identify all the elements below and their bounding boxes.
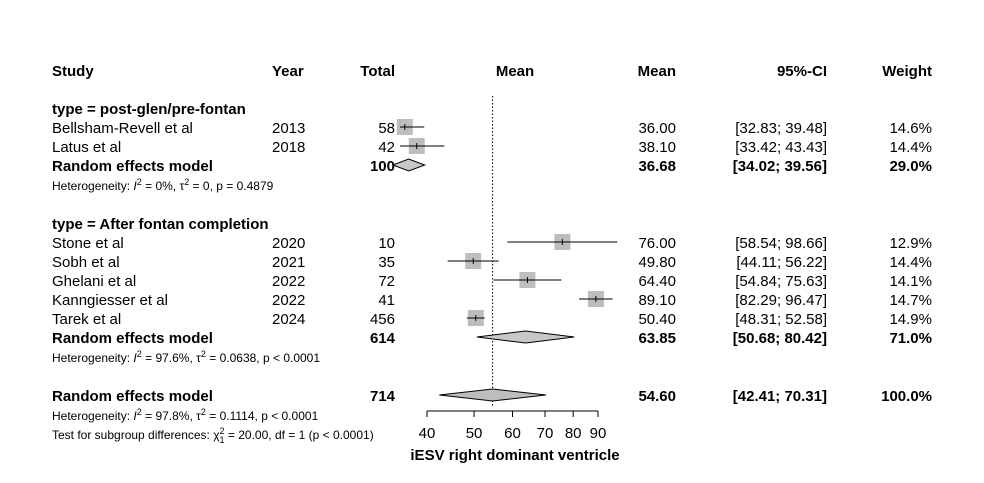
study-total: 35 — [378, 254, 395, 271]
study-weight: 14.4% — [889, 139, 932, 156]
study-weight: 12.9% — [889, 235, 932, 252]
overall-mean: 54.60 — [638, 388, 676, 405]
study-mean: 64.40 — [638, 273, 676, 290]
study-name: Latus et al — [52, 139, 121, 156]
summary-label: Random effects model — [52, 330, 213, 347]
x-axis-tick-label: 90 — [590, 425, 607, 442]
header-weight: Weight — [882, 63, 932, 80]
overall-ci: [42.41; 70.31] — [733, 388, 827, 405]
study-name: Bellsham-Revell et al — [52, 120, 193, 137]
x-axis-tick-label: 40 — [419, 425, 436, 442]
summary-ci: [34.02; 39.56] — [733, 158, 827, 175]
overall-weight: 100.0% — [881, 388, 932, 405]
study-year: 2021 — [272, 254, 305, 271]
study-year: 2022 — [272, 273, 305, 290]
heterogeneity-text: Heterogeneity: I2 = 97.6%, τ2 = 0.0638, … — [52, 349, 320, 365]
study-ci: [32.83; 39.48] — [735, 120, 827, 137]
subgroup-test-text: Test for subgroup differences: χ2 1 = 20.… — [52, 426, 374, 445]
summary-weight: 71.0% — [889, 330, 932, 347]
study-total: 72 — [378, 273, 395, 290]
study-mean: 76.00 — [638, 235, 676, 252]
summary-label: Random effects model — [52, 158, 213, 175]
summary-mean: 36.68 — [638, 158, 676, 175]
study-total: 10 — [378, 235, 395, 252]
plot-marks: 40 50 60 70 80 90 — [391, 96, 618, 442]
study-name: Tarek et al — [52, 311, 121, 328]
study-ci: [33.42; 43.43] — [735, 139, 827, 156]
x-axis-tick-label: 60 — [504, 425, 521, 442]
header-total: Total — [360, 63, 395, 80]
study-name: Sobh et al — [52, 254, 120, 271]
x-axis-tick-label: 50 — [466, 425, 483, 442]
study-total: 456 — [370, 311, 395, 328]
header-mean: Mean — [638, 63, 676, 80]
overall-total: 714 — [370, 388, 396, 405]
study-weight: 14.4% — [889, 254, 932, 271]
x-axis-tick-label: 80 — [565, 425, 582, 442]
study-total: 41 — [378, 292, 395, 309]
heterogeneity-text: Heterogeneity: I2 = 97.8%, τ2 = 0.1114, … — [52, 407, 319, 423]
study-total: 58 — [378, 120, 395, 137]
study-ci: [58.54; 98.66] — [735, 235, 827, 252]
x-axis-label: iESV right dominant ventricle — [410, 447, 619, 464]
summary-weight: 29.0% — [889, 158, 932, 175]
header-year: Year — [272, 63, 304, 80]
heterogeneity-text: Heterogeneity: I2 = 0%, τ2 = 0, p = 0.48… — [52, 177, 274, 193]
study-ci: [48.31; 52.58] — [735, 311, 827, 328]
summary-diamond — [391, 158, 427, 172]
x-axis-tick-label: 70 — [537, 425, 554, 442]
header-ci: 95%-CI — [777, 63, 827, 80]
subgroup-label: type = post-glen/pre-fontan — [52, 101, 246, 118]
study-weight: 14.7% — [889, 292, 932, 309]
study-mean: 36.00 — [638, 120, 676, 137]
study-year: 2013 — [272, 120, 305, 137]
summary-diamond — [439, 388, 546, 402]
study-mean: 89.10 — [638, 292, 676, 309]
study-ci: [54.84; 75.63] — [735, 273, 827, 290]
summary-mean: 63.85 — [638, 330, 676, 347]
summary-diamond — [476, 330, 575, 344]
summary-total: 614 — [370, 330, 396, 347]
study-mean: 49.80 — [638, 254, 676, 271]
header-plot-mean: Mean — [496, 63, 534, 80]
study-year: 2022 — [272, 292, 305, 309]
study-weight: 14.1% — [889, 273, 932, 290]
study-weight: 14.6% — [889, 120, 932, 137]
study-weight: 14.9% — [889, 311, 932, 328]
study-total: 42 — [378, 139, 395, 156]
study-year: 2020 — [272, 235, 305, 252]
summary-ci: [50.68; 80.42] — [733, 330, 827, 347]
subgroup-label: type = After fontan completion — [52, 216, 269, 233]
summary-total: 100 — [370, 158, 395, 175]
study-ci: [44.11; 56.22] — [736, 254, 827, 271]
study-name: Stone et al — [52, 235, 124, 252]
study-year: 2024 — [272, 311, 305, 328]
study-mean: 38.10 — [638, 139, 676, 156]
study-name: Kanngiesser et al — [52, 292, 168, 309]
study-ci: [82.29; 96.47] — [735, 292, 827, 309]
study-year: 2018 — [272, 139, 305, 156]
header-study: Study — [52, 63, 94, 80]
study-mean: 50.40 — [638, 311, 676, 328]
study-name: Ghelani et al — [52, 273, 136, 290]
overall-label: Random effects model — [52, 388, 213, 405]
